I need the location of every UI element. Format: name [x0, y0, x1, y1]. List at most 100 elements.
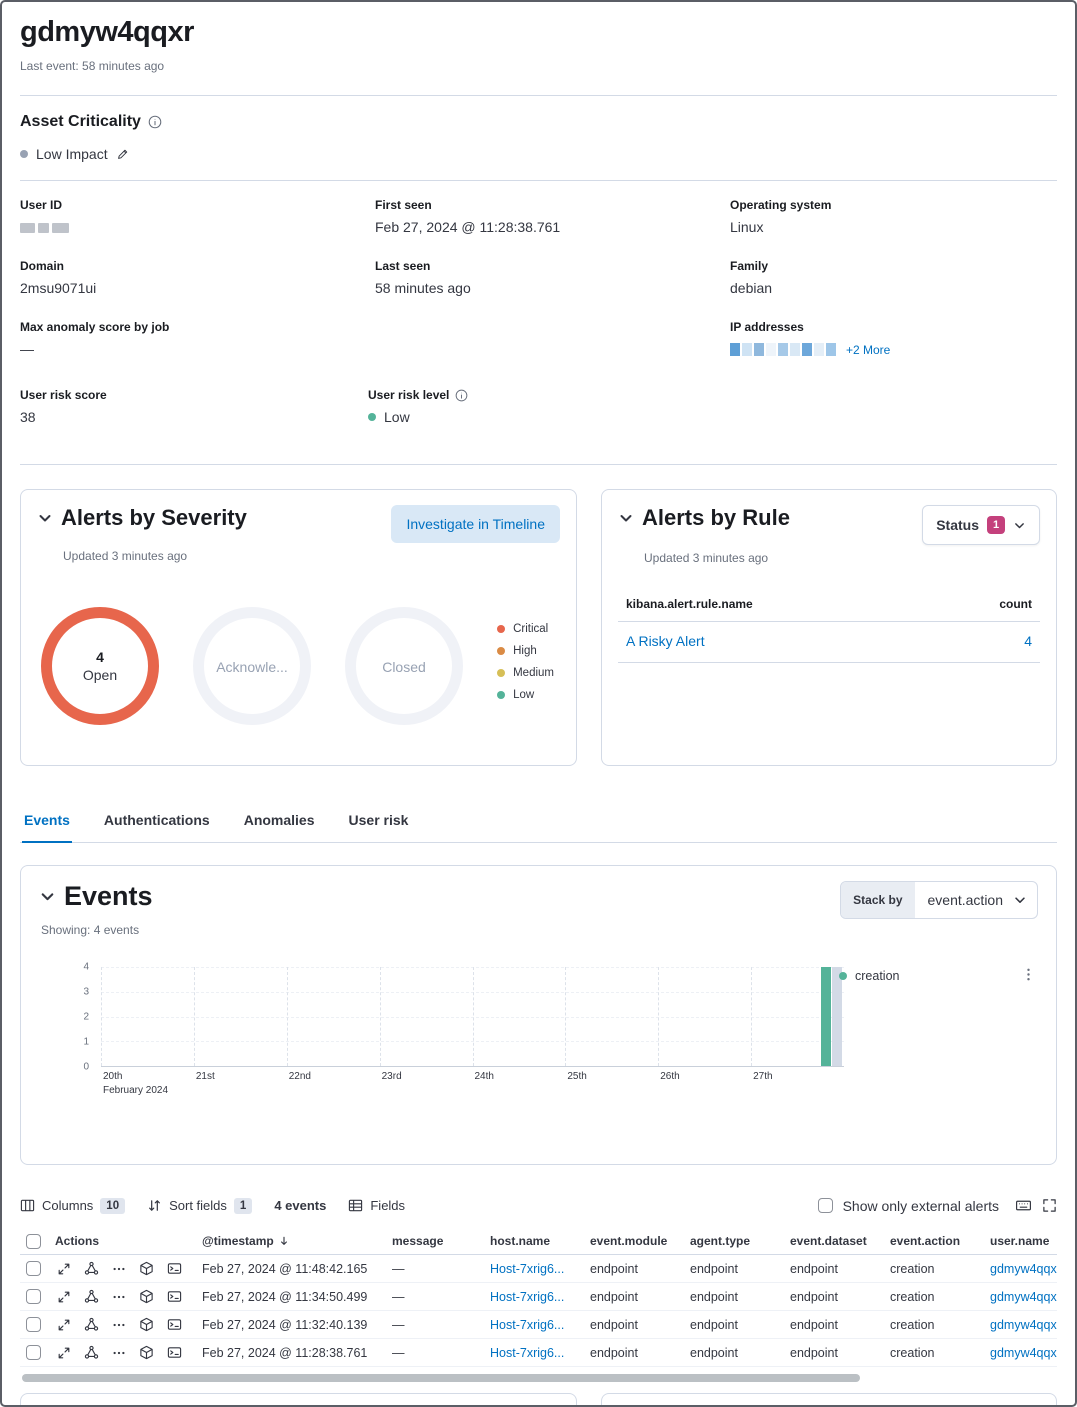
row-checkbox[interactable]: [25, 1261, 41, 1276]
session-view-icon[interactable]: [167, 1289, 182, 1304]
osquery-icon[interactable]: [139, 1289, 154, 1304]
cell-timestamp[interactable]: Feb 27, 2024 @ 11:34:50.499: [202, 1289, 368, 1304]
header-user-name[interactable]: user.name: [990, 1234, 1050, 1248]
expand-event-icon[interactable]: [57, 1262, 71, 1276]
external-alerts-checkbox[interactable]: [817, 1198, 833, 1213]
cell-event-action[interactable]: creation: [890, 1289, 935, 1304]
info-icon[interactable]: [455, 389, 468, 402]
field-value: Feb 27, 2024 @ 11:28:38.761: [375, 219, 561, 235]
cell-user-link[interactable]: gdmyw4qqxr: [990, 1289, 1057, 1304]
osquery-icon[interactable]: [139, 1261, 154, 1276]
cell-event-module[interactable]: endpoint: [590, 1317, 638, 1332]
ip-more-link[interactable]: +2 More: [846, 342, 891, 357]
header-event-action[interactable]: event.action: [890, 1234, 961, 1248]
asset-criticality-heading: Asset Criticality: [20, 113, 141, 130]
osquery-icon[interactable]: [139, 1317, 154, 1332]
more-actions-icon[interactable]: [112, 1346, 126, 1360]
chevron-down-icon[interactable]: [618, 510, 634, 526]
cell-host-link[interactable]: Host-7xrig6...: [490, 1317, 565, 1332]
analyze-event-icon[interactable]: [84, 1261, 99, 1276]
row-checkbox[interactable]: [25, 1289, 41, 1304]
info-icon[interactable]: [148, 115, 162, 129]
tab-authentications[interactable]: Authentications: [103, 812, 210, 828]
cell-event-dataset[interactable]: endpoint: [790, 1289, 838, 1304]
session-view-icon[interactable]: [167, 1317, 182, 1332]
cell-event-action[interactable]: creation: [890, 1317, 935, 1332]
cell-timestamp[interactable]: Feb 27, 2024 @ 11:48:42.165: [202, 1261, 368, 1276]
cell-event-dataset[interactable]: endpoint: [790, 1345, 838, 1360]
more-actions-icon[interactable]: [112, 1290, 126, 1304]
cell-event-dataset[interactable]: endpoint: [790, 1317, 838, 1332]
rule-count-link[interactable]: 4: [1024, 633, 1032, 649]
cell-agent-type[interactable]: endpoint: [690, 1289, 738, 1304]
row-checkbox[interactable]: [25, 1317, 41, 1332]
row-checkbox[interactable]: [25, 1345, 41, 1360]
cell-event-action[interactable]: creation: [890, 1261, 935, 1276]
cell-event-action[interactable]: creation: [890, 1345, 935, 1360]
donut-open[interactable]: 4 Open: [41, 607, 159, 725]
cell-timestamp[interactable]: Feb 27, 2024 @ 11:28:38.761: [202, 1345, 368, 1360]
expand-event-icon[interactable]: [57, 1318, 71, 1332]
header-agent-type[interactable]: agent.type: [690, 1234, 751, 1248]
chevron-down-icon[interactable]: [39, 888, 56, 905]
status-filter-button[interactable]: Status 1: [922, 505, 1040, 545]
field-value: debian: [730, 280, 773, 296]
session-view-icon[interactable]: [167, 1261, 182, 1276]
cell-event-module[interactable]: endpoint: [590, 1261, 638, 1276]
events-showing-count: Showing: 4 events: [41, 923, 140, 937]
cell-event-dataset[interactable]: endpoint: [790, 1261, 838, 1276]
cell-event-module[interactable]: endpoint: [590, 1345, 638, 1360]
header-timestamp[interactable]: @timestamp: [202, 1234, 392, 1248]
tab-user-risk[interactable]: User risk: [348, 812, 409, 828]
alerts-by-rule-title: Alerts by Rule: [642, 505, 790, 530]
chart-legend-label[interactable]: creation: [855, 969, 900, 983]
select-all-checkbox[interactable]: [25, 1233, 41, 1249]
asset-criticality-section: Asset Criticality Low Impact: [20, 96, 1057, 180]
more-actions-icon[interactable]: [112, 1262, 126, 1276]
session-view-icon[interactable]: [167, 1345, 182, 1360]
cell-host-link[interactable]: Host-7xrig6...: [490, 1345, 565, 1360]
analyze-event-icon[interactable]: [84, 1317, 99, 1332]
expand-event-icon[interactable]: [57, 1346, 71, 1360]
more-actions-icon[interactable]: [112, 1318, 126, 1332]
events-histogram: 0 1 2 3 4 20th 21st 22nd 23rd 24th 25th 26th 27th F…: [39, 962, 1038, 1119]
cell-agent-type[interactable]: endpoint: [690, 1261, 738, 1276]
chart-bar-creation[interactable]: [820, 967, 831, 1066]
cell-timestamp[interactable]: Feb 27, 2024 @ 11:32:40.139: [202, 1317, 368, 1332]
header-message[interactable]: message: [392, 1234, 444, 1248]
stack-by-select[interactable]: Stack by event.action: [840, 881, 1038, 919]
sort-fields-button[interactable]: Sort fields 1: [147, 1197, 253, 1214]
cell-host-link[interactable]: Host-7xrig6...: [490, 1261, 565, 1276]
analyze-event-icon[interactable]: [84, 1345, 99, 1360]
fullscreen-icon[interactable]: [1042, 1198, 1057, 1213]
expand-event-icon[interactable]: [57, 1290, 71, 1304]
cell-event-module[interactable]: endpoint: [590, 1289, 638, 1304]
tab-events[interactable]: Events: [22, 802, 72, 843]
header-event-module[interactable]: event.module: [590, 1234, 668, 1248]
keyboard-shortcuts-icon[interactable]: [1015, 1197, 1032, 1214]
chart-options-kebab-icon[interactable]: [1021, 967, 1036, 982]
columns-button[interactable]: Columns 10: [20, 1197, 126, 1214]
osquery-icon[interactable]: [139, 1345, 154, 1360]
donut-acknowledged[interactable]: Acknowle...: [193, 607, 311, 725]
fields-button[interactable]: Fields: [348, 1198, 405, 1213]
cell-host-link[interactable]: Host-7xrig6...: [490, 1289, 565, 1304]
cell-agent-type[interactable]: endpoint: [690, 1345, 738, 1360]
cell-user-link[interactable]: gdmyw4qqxr: [990, 1345, 1057, 1360]
cell-user-link[interactable]: gdmyw4qqxr: [990, 1317, 1057, 1332]
chevron-down-icon[interactable]: [37, 510, 53, 526]
header-event-dataset[interactable]: event.dataset: [790, 1234, 867, 1248]
header-host-name[interactable]: host.name: [490, 1234, 551, 1248]
field-label: First seen: [375, 198, 432, 212]
cell-user-link[interactable]: gdmyw4qqxr: [990, 1261, 1057, 1276]
donut-closed[interactable]: Closed: [345, 607, 463, 725]
cell-agent-type[interactable]: endpoint: [690, 1317, 738, 1332]
analyze-event-icon[interactable]: [84, 1289, 99, 1304]
rule-name-link[interactable]: A Risky Alert: [626, 633, 705, 649]
edit-pencil-icon[interactable]: [116, 148, 129, 161]
investigate-in-timeline-button[interactable]: Investigate in Timeline: [391, 505, 560, 543]
horizontal-scrollbar[interactable]: [22, 1374, 860, 1382]
chart-legend: creation: [839, 969, 899, 983]
tab-anomalies[interactable]: Anomalies: [243, 812, 315, 828]
rule-count-header: count: [999, 597, 1032, 611]
